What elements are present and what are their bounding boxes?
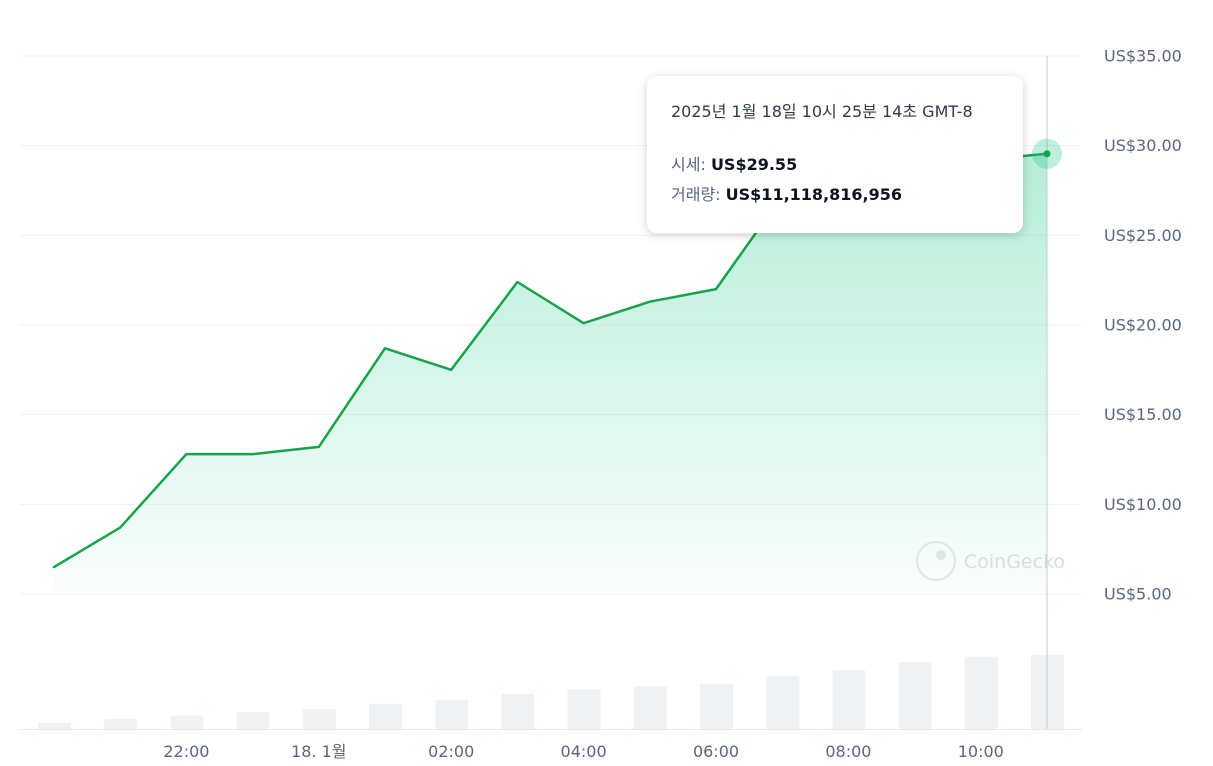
price-area: [54, 153, 1047, 594]
y-axis: US$35.00 US$30.00 US$25.00 US$20.00 US$15.00…: [1104, 47, 1182, 604]
x-tick-label: 18. 1월: [291, 742, 346, 761]
volume-bar: [104, 719, 138, 729]
price-area-fill: [54, 153, 1047, 594]
y-tick-label: US$10.00: [1104, 495, 1182, 514]
volume-bar: [633, 686, 667, 729]
x-tick-label: 08:00: [825, 742, 871, 761]
x-tick-label: 04:00: [561, 742, 607, 761]
y-tick-label: US$35.00: [1104, 47, 1182, 66]
y-tick-label: US$15.00: [1104, 405, 1182, 424]
y-tick-label: US$30.00: [1104, 136, 1182, 155]
tooltip-volume-value: US$11,118,816,956: [725, 185, 902, 204]
tooltip-volume-row: 거래량: US$11,118,816,956: [671, 180, 1023, 210]
price-tooltip: 2025년 1월 18일 10시 25분 14초 GMT-8 시세: US$29…: [647, 76, 1023, 233]
volume-bar: [898, 662, 932, 729]
y-tick-label: US$25.00: [1104, 226, 1182, 245]
volume-bar: [170, 715, 204, 729]
coingecko-logo-eye: [936, 550, 946, 560]
x-axis: 22:00 18. 1월 02:00 04:00 06:00 08:00 10:00: [163, 742, 1004, 761]
coingecko-logo-icon: [916, 541, 956, 581]
x-tick-label: 22:00: [163, 742, 209, 761]
tooltip-price-row: 시세: US$29.55: [671, 150, 1023, 180]
tooltip-date: 2025년 1월 18일 10시 25분 14초 GMT-8: [671, 102, 973, 121]
volume-bar: [766, 675, 800, 729]
tooltip-volume-label: 거래량:: [671, 185, 721, 204]
volume-bar: [501, 693, 535, 729]
tooltip-price-label: 시세:: [671, 155, 706, 174]
volume-bar: [435, 700, 469, 729]
volume-bar: [369, 703, 402, 729]
volume-bar: [236, 711, 270, 729]
hover-marker: [1032, 138, 1062, 169]
volume-bar: [700, 683, 733, 729]
volume-bar: [964, 656, 998, 729]
volume-bars: [38, 655, 1064, 729]
hover-dot: [1043, 150, 1051, 158]
coingecko-watermark: CoinGecko: [916, 541, 1065, 581]
tooltip-price-value: US$29.55: [710, 155, 798, 174]
volume-bar: [567, 689, 601, 729]
x-tick-label: 06:00: [693, 742, 739, 761]
y-tick-label: US$20.00: [1104, 316, 1182, 335]
volume-bar: [38, 722, 71, 729]
x-tick-label: 10:00: [958, 742, 1004, 761]
watermark-text: CoinGecko: [964, 551, 1065, 573]
volume-bar: [302, 709, 336, 729]
volume-bar: [832, 670, 866, 729]
y-tick-label: US$5.00: [1104, 585, 1172, 604]
x-tick-label: 02:00: [428, 742, 474, 761]
